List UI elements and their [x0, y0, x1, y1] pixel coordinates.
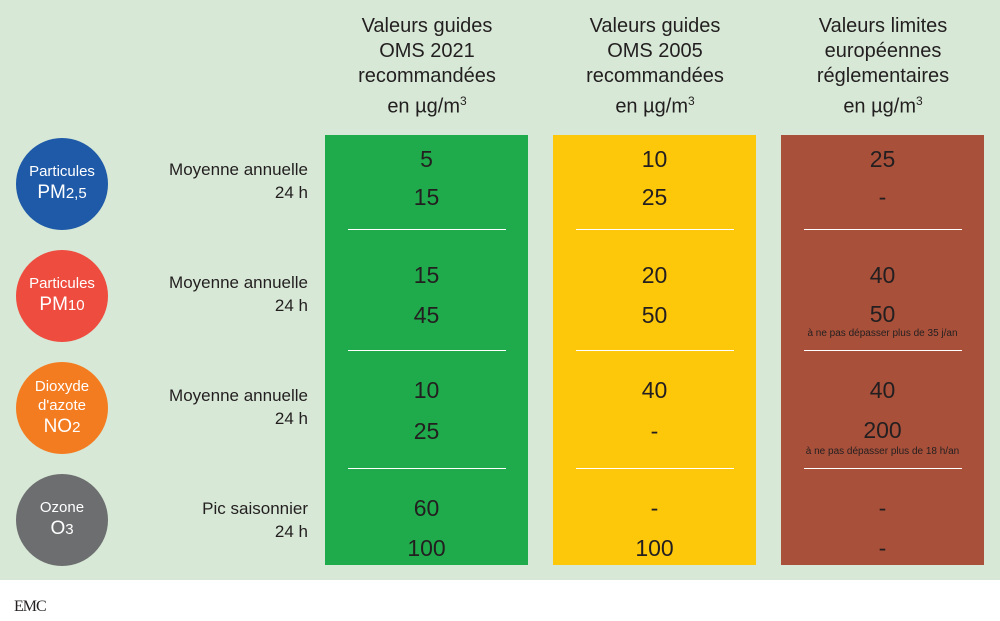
table-panel: Valeurs guides OMS 2021 recommandées en …: [0, 0, 1000, 580]
value-no2-oms2021-annual: 10: [413, 377, 440, 403]
row-separator: [576, 229, 734, 230]
column-header-oms-2021: Valeurs guides OMS 2021 recommandées en …: [358, 15, 496, 118]
value-o3-oms2021-peak: 60: [413, 495, 440, 521]
pollutant-badge-pm10: Particules PM10: [16, 250, 108, 342]
row-separator: [348, 350, 506, 351]
pollutant-badge-no2: Dioxyde d'azote NO2: [16, 362, 108, 454]
value-no2-oms2021-24h: 25: [413, 418, 440, 444]
value-o3-oms2021-24h: 100: [407, 535, 446, 561]
note-no2-eu: à ne pas dépasser plus de 18 h/an: [805, 446, 960, 457]
row-separator: [348, 468, 506, 469]
value-no2-eu-24h: 200: [863, 417, 902, 443]
value-no2-oms2005-24h: -: [650, 418, 659, 444]
value-pm10-oms2005-annual: 20: [641, 262, 668, 288]
metric-labels-o3: Pic saisonnier 24 h: [202, 499, 308, 541]
value-no2-eu-annual: 40: [869, 377, 896, 403]
metric-labels-pm25: Moyenne annuelle 24 h: [169, 160, 308, 202]
pollutant-badge-pm25: Particules PM2,5: [16, 138, 108, 230]
row-separator: [576, 468, 734, 469]
value-o3-eu-peak: -: [878, 495, 887, 521]
value-pm10-oms2021-24h: 45: [413, 302, 440, 328]
value-pm10-oms2005-24h: 50: [641, 302, 668, 328]
row-separator: [804, 468, 962, 469]
value-pm25-oms2005-annual: 10: [641, 146, 668, 172]
metric-labels-no2: Moyenne annuelle 24 h: [169, 386, 308, 428]
pollutant-badge-o3: Ozone O3: [16, 474, 108, 566]
value-pm10-eu-annual: 40: [869, 262, 896, 288]
row-separator: [576, 350, 734, 351]
row-separator: [348, 229, 506, 230]
value-o3-eu-24h: -: [878, 535, 887, 561]
value-o3-oms2005-24h: 100: [635, 535, 674, 561]
value-pm25-oms2021-24h: 15: [413, 184, 440, 210]
note-pm10-eu: à ne pas dépasser plus de 35 j/an: [807, 328, 958, 339]
row-separator: [804, 350, 962, 351]
value-pm10-oms2021-annual: 15: [413, 262, 440, 288]
value-pm25-eu-annual: 25: [869, 146, 896, 172]
column-header-eu-limits: Valeurs limites européennes réglementair…: [816, 15, 950, 118]
value-pm25-oms2005-24h: 25: [641, 184, 668, 210]
value-pm25-oms2021-annual: 5: [420, 146, 433, 172]
value-pm10-eu-24h: 50: [869, 301, 896, 327]
column-header-oms-2005: Valeurs guides OMS 2005 recommandées en …: [586, 15, 724, 118]
emc-logo: EMC: [14, 598, 47, 615]
metric-labels-pm10: Moyenne annuelle 24 h: [169, 273, 308, 315]
value-o3-oms2005-peak: -: [650, 495, 659, 521]
row-separator: [804, 229, 962, 230]
value-pm25-eu-24h: -: [878, 184, 887, 210]
value-no2-oms2005-annual: 40: [641, 377, 668, 403]
